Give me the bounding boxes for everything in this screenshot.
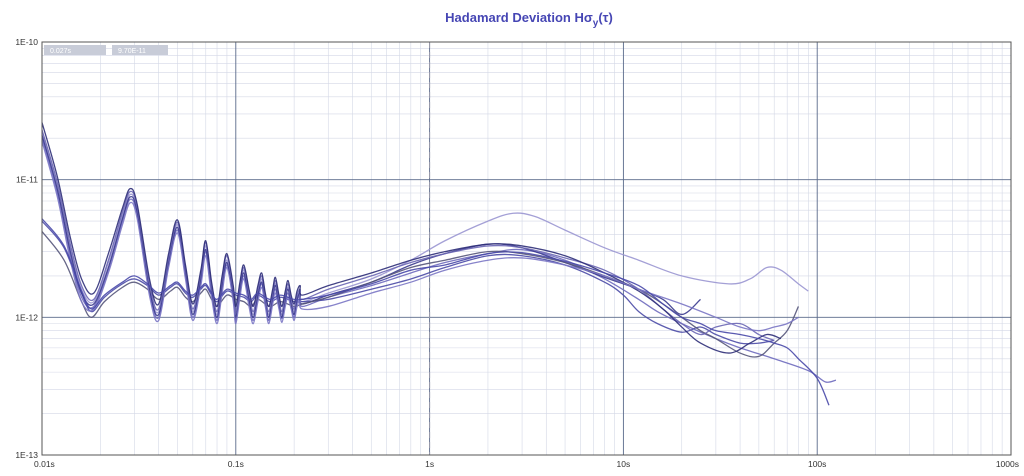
chart-title-subscript: y	[593, 18, 599, 29]
cursor-readout-x-box	[44, 45, 106, 55]
x-tick-label: 0.01s	[34, 459, 55, 469]
cursor-readout-x: 0.027s	[50, 48, 72, 55]
cursor-readout: 0.027s 9.70E-11	[44, 45, 168, 55]
series-layer	[41, 122, 837, 406]
series-line-8	[41, 141, 799, 332]
series-line-4	[41, 135, 701, 318]
chart-title-suffix: (τ)	[598, 10, 612, 25]
plot-frame	[41, 41, 1012, 456]
x-tick-label: 0.1s	[228, 459, 244, 469]
series-line-7	[41, 122, 782, 354]
cursor-readout-y-box	[112, 45, 168, 55]
y-tick-label: 1E-12	[15, 312, 38, 322]
minor-grid	[42, 42, 1011, 455]
y-tick-label: 1E-10	[15, 37, 38, 47]
cursor-readout-y: 9.70E-11	[118, 48, 146, 55]
chart-title: Hadamard Deviation Hσy(τ)	[445, 10, 613, 29]
x-tick-label: 1s	[425, 459, 434, 469]
series-line-9	[41, 218, 830, 406]
x-tick-label: 100s	[808, 459, 826, 469]
chart-title-main: Hadamard Deviation Hσ	[445, 10, 593, 25]
y-tick-label: 1E-13	[15, 450, 38, 460]
x-tick-label: 10s	[617, 459, 631, 469]
tick-labels: 0.01s 0.1s 1s 10s 100s 1000s 1E-10 1E-11 1E-12 1E…	[15, 37, 1019, 469]
y-tick-label: 1E-11	[16, 175, 38, 185]
x-tick-label: 1000s	[996, 459, 1019, 469]
